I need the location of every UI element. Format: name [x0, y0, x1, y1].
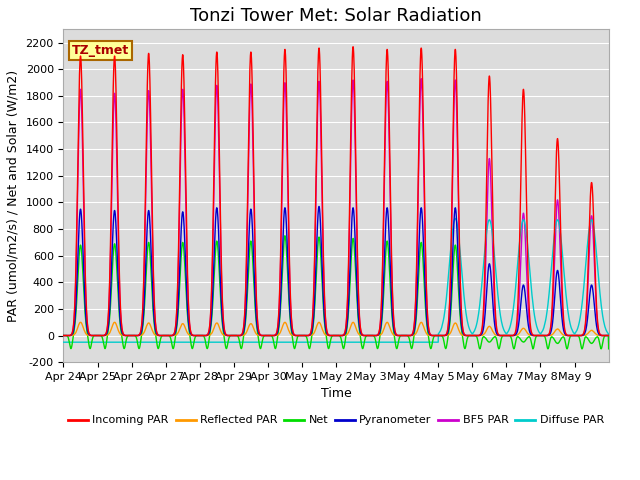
Text: TZ_tmet: TZ_tmet [72, 44, 129, 57]
X-axis label: Time: Time [321, 387, 351, 400]
Y-axis label: PAR (umol/m2/s) / Net and Solar (W/m2): PAR (umol/m2/s) / Net and Solar (W/m2) [7, 70, 20, 322]
Legend: Incoming PAR, Reflected PAR, Net, Pyranometer, BF5 PAR, Diffuse PAR: Incoming PAR, Reflected PAR, Net, Pyrano… [63, 411, 609, 430]
Title: Tonzi Tower Met: Solar Radiation: Tonzi Tower Met: Solar Radiation [190, 7, 482, 25]
